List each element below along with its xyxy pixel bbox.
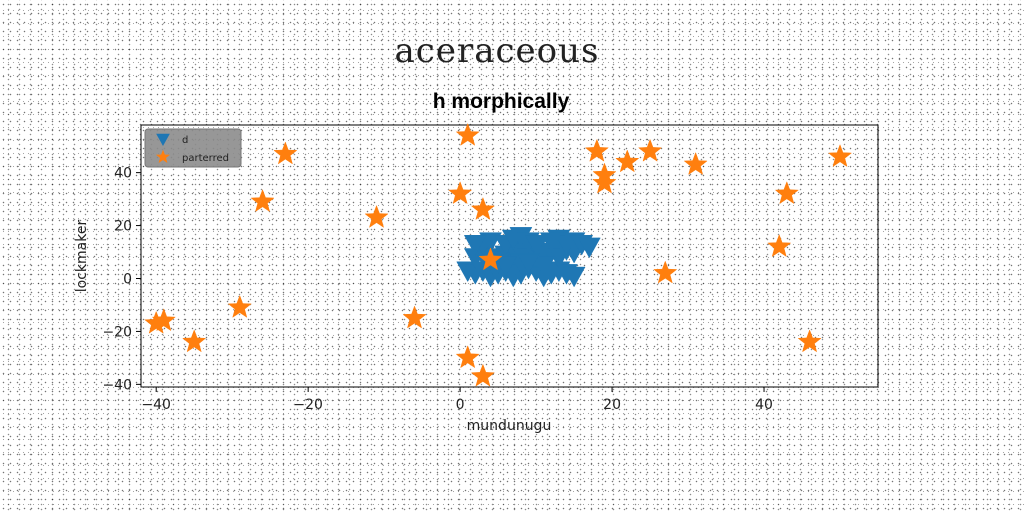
x-tick-label: −20 [293, 397, 323, 413]
point-parterred [365, 206, 388, 228]
point-parterred [471, 198, 494, 220]
legend-label-d: d [182, 135, 188, 146]
point-parterred [274, 142, 297, 164]
point-parterred [585, 139, 608, 161]
point-parterred [654, 261, 677, 283]
point-parterred [183, 330, 206, 352]
chart-title: h morphically [433, 90, 570, 113]
x-tick-label: 40 [755, 397, 773, 413]
y-tick-label: −40 [102, 377, 132, 393]
data-marks [145, 124, 852, 387]
point-parterred [798, 330, 821, 352]
y-tick-label: −20 [102, 324, 132, 340]
x-axis: −40 −20 0 20 40 [141, 387, 773, 413]
point-parterred [775, 182, 798, 204]
point-parterred [449, 182, 472, 204]
y-axis: −40 −20 0 20 40 [102, 166, 141, 394]
figure-suptitle: aceraceous [395, 31, 600, 71]
legend: d parterred [145, 129, 241, 167]
point-parterred [456, 124, 479, 146]
x-tick-label: 0 [456, 397, 465, 413]
point-parterred [251, 190, 274, 212]
y-tick-label: 20 [114, 219, 132, 235]
point-parterred [403, 306, 426, 328]
x-axis-label: mundunugu [467, 418, 552, 434]
x-tick-label: −40 [141, 397, 171, 413]
point-parterred [829, 145, 852, 167]
x-tick-label: 20 [603, 397, 621, 413]
point-parterred [456, 346, 479, 368]
point-parterred [768, 235, 791, 257]
point-parterred [616, 150, 639, 172]
point-parterred [684, 153, 707, 175]
point-parterred [639, 139, 662, 161]
y-axis-label: lockmaker [74, 220, 90, 293]
legend-label-parterred: parterred [182, 153, 229, 164]
y-tick-label: 0 [123, 271, 132, 287]
point-parterred [228, 296, 251, 318]
y-tick-label: 40 [114, 166, 132, 182]
